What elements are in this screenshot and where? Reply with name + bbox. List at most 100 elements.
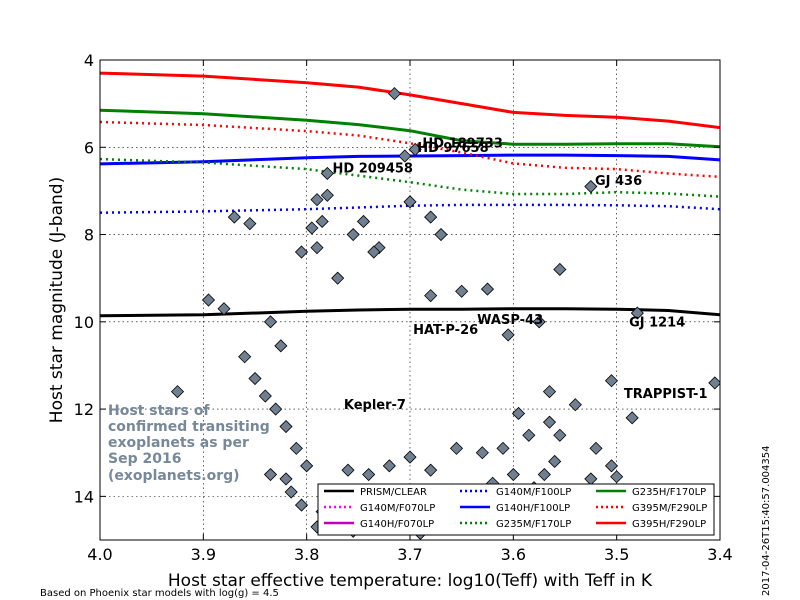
x-tick-label: 3.7 [397,545,422,564]
data-source-note: Host stars of confirmed transiting exopl… [108,403,275,484]
note-line: Host stars of [108,403,210,419]
star-annotation: TRAPPIST-1 [624,387,708,402]
series-lines [100,71,720,318]
host-star-point [403,195,417,209]
host-star-point [568,398,582,412]
host-star-point [269,402,283,416]
host-star-point [315,214,329,229]
y-tick-label: 6 [84,138,94,157]
legend-label: PRISM/CLEAR [360,487,427,498]
host-star-point [310,193,324,207]
footer-note: Based on Phoenix star models with log(g)… [40,588,279,599]
host-star-point [346,227,360,242]
host-star-point [548,454,562,469]
host-star-point [584,179,598,194]
host-star-point [511,406,526,421]
host-star-point [604,459,619,473]
host-star-point [424,463,438,477]
series-line [100,157,720,198]
y-tick-label: 14 [74,487,94,506]
host-star-point [496,441,510,455]
host-star-point [625,411,639,425]
host-star-point [408,142,422,157]
star-annotation: GJ 436 [595,174,642,189]
host-star-point [604,374,619,388]
host-star-point [170,385,185,399]
host-star-point [398,149,412,163]
host-star-point [475,446,489,460]
host-star-point [553,262,567,277]
star-annotation: HD 209458 [333,162,413,177]
host-star-point [403,450,417,464]
legend-label: G140H/F070LP [360,519,434,530]
x-tick-label: 4.0 [87,545,112,564]
host-star-point [320,188,334,202]
y-tick-label: 8 [84,226,94,245]
host-star-point [362,467,376,482]
host-star-point [300,459,314,473]
host-star-point [263,315,278,329]
host-star-point [367,245,381,259]
note-line: (exoplanets.org) [108,468,240,484]
star-annotation: GJ 1214 [629,316,685,331]
host-star-point [294,498,309,512]
legend-label: G140H/F100LP [496,503,570,514]
host-star-point [424,210,438,224]
host-star-point [553,428,567,442]
host-star-point [258,389,272,403]
legend: PRISM/CLEAR G140M/F070LP G140H/F070LP G140M… [317,483,715,536]
host-star-point [532,315,546,329]
legend-label: G140M/F100LP [496,487,571,498]
host-star-point [610,470,624,484]
host-star-point [279,472,293,486]
host-star-point [542,385,557,399]
star-annotation: HD 97658 [417,141,488,156]
timestamp: 2017-04-26T15:40:57.004354 [761,446,772,597]
y-axis-title: Host star magnitude (J-band) [47,177,67,423]
host-star-point [449,441,464,455]
host-star-point [589,441,603,455]
star-annotation: HD 189733 [422,136,502,151]
host-star-point [455,284,469,298]
legend-label: G395H/F290LP [632,519,706,530]
x-tick-label: 3.9 [191,545,216,564]
host-star-point [263,467,278,482]
star-annotation: Kepler-7 [344,398,406,413]
legend-label: G140M/F070LP [360,503,435,514]
host-star-point [356,214,371,229]
host-star-point [341,463,355,477]
host-star-point [284,485,298,499]
host-star-point [708,376,720,390]
note-line: Sep 2016 [108,451,181,467]
host-star-point [305,221,319,235]
legend-label: G235H/F170LP [632,487,706,498]
host-star-point [537,467,551,482]
host-star-point [279,419,293,434]
host-star-point [630,306,644,320]
note-line: exoplanets as per [108,435,249,451]
series-line [100,108,720,149]
series-line [100,71,720,130]
host-star-point [424,289,438,303]
x-tick-label: 3.8 [294,545,319,564]
host-star-point [506,467,520,482]
host-star-point [217,302,231,316]
x-axis-title: Host star effective temperature: log10(T… [168,571,653,591]
host-star-point [434,227,448,242]
host-star-point [320,166,334,181]
legend-box [317,483,715,536]
host-star-point [522,428,536,442]
host-star-point [382,459,396,473]
host-star-point [289,441,303,455]
x-tick-label: 3.5 [604,545,629,564]
host-star-point [542,415,557,429]
series-line [100,153,720,166]
series-line [100,203,720,214]
host-star-point [331,271,345,285]
y-tick-label: 4 [84,51,94,70]
star-annotation: HAT-P-26 [413,323,478,338]
host-star-points [170,87,720,540]
x-tick-label: 3.4 [707,545,732,564]
note-line: confirmed transiting [108,419,270,435]
